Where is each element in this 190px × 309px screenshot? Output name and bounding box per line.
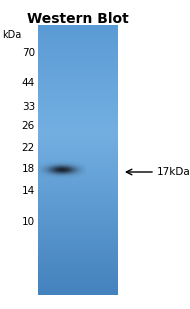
Text: 14: 14 — [22, 186, 35, 196]
Text: Western Blot: Western Blot — [27, 12, 129, 26]
Text: 33: 33 — [22, 102, 35, 112]
Text: 10: 10 — [22, 217, 35, 227]
Text: kDa: kDa — [2, 30, 21, 40]
Text: 26: 26 — [22, 121, 35, 131]
Text: 22: 22 — [22, 143, 35, 153]
Text: 70: 70 — [22, 48, 35, 58]
Text: 44: 44 — [22, 78, 35, 88]
Text: 18: 18 — [22, 164, 35, 175]
Text: 17kDa: 17kDa — [157, 167, 190, 177]
